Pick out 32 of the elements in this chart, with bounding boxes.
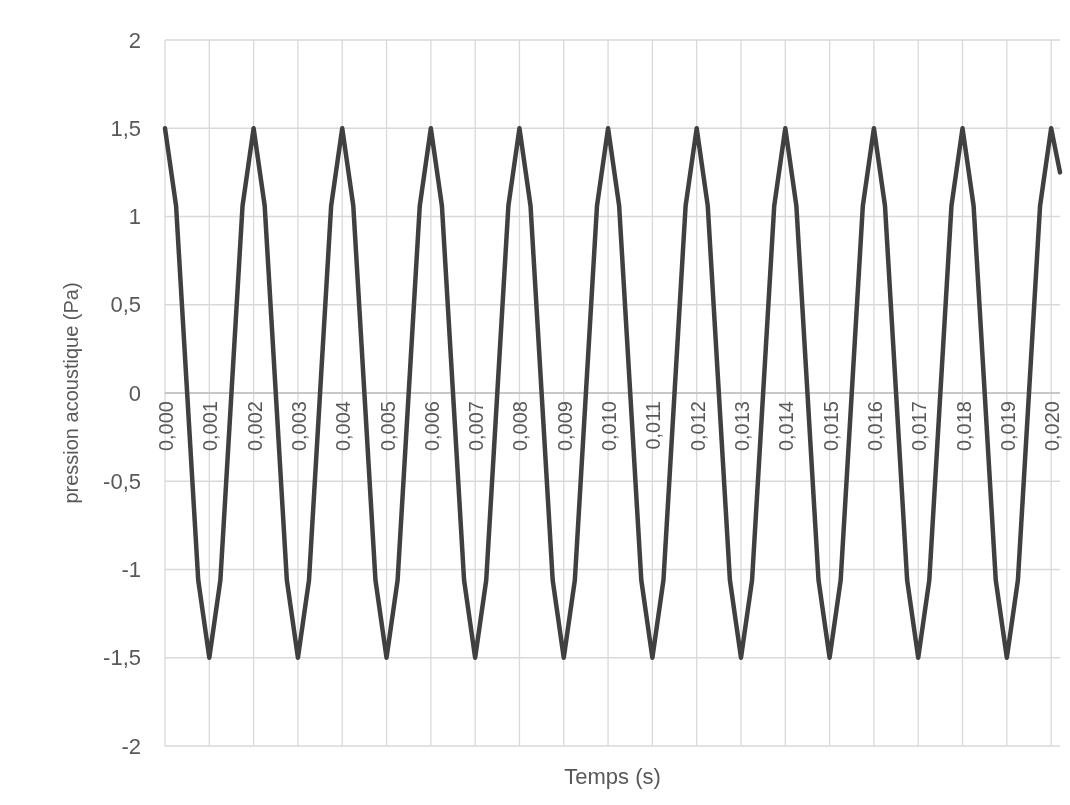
x-tick-label: 0,011 [642,401,665,450]
x-tick-label: 0,000 [155,401,177,452]
x-tick-label: 0,013 [730,401,753,452]
x-tick-label: 0,010 [598,401,621,452]
y-tick-label: 1 [128,204,141,230]
x-tick-label: 0,020 [1041,401,1064,452]
x-tick-label: 0,019 [996,401,1019,452]
x-tick-label: 0,008 [509,401,532,452]
x-tick-label: 0,007 [465,401,488,452]
y-tick-label: 2 [128,27,141,53]
y-tick-label: -2 [121,733,141,759]
x-tick-label: 0,018 [952,401,975,452]
x-tick-label: 0,017 [908,401,931,452]
y-tick-label: -1 [121,557,141,583]
y-tick-label: -1,5 [103,645,141,671]
x-tick-label: 0,003 [287,401,310,452]
x-tick-label: 0,009 [553,401,576,452]
x-tick-label: 0,006 [420,401,443,452]
x-tick-label: 0,014 [775,401,798,452]
y-tick-label: 1,5 [110,115,141,141]
x-tick-label: 0,005 [376,401,399,452]
x-tick-label: 0,016 [863,401,886,452]
x-tick-label: 0,012 [686,401,709,452]
y-tick-label: 0,5 [110,292,141,318]
y-tick-label: 0 [128,380,141,406]
x-tick-label: 0,004 [332,401,355,452]
y-axis-title: pression acoustique (Pa) [60,282,82,504]
x-tick-label: 0,002 [243,401,266,452]
x-axis-title: Temps (s) [564,764,661,789]
x-tick-label: 0,001 [199,401,222,452]
y-tick-label: -0,5 [103,468,141,494]
x-tick-label: 0,015 [819,401,842,452]
